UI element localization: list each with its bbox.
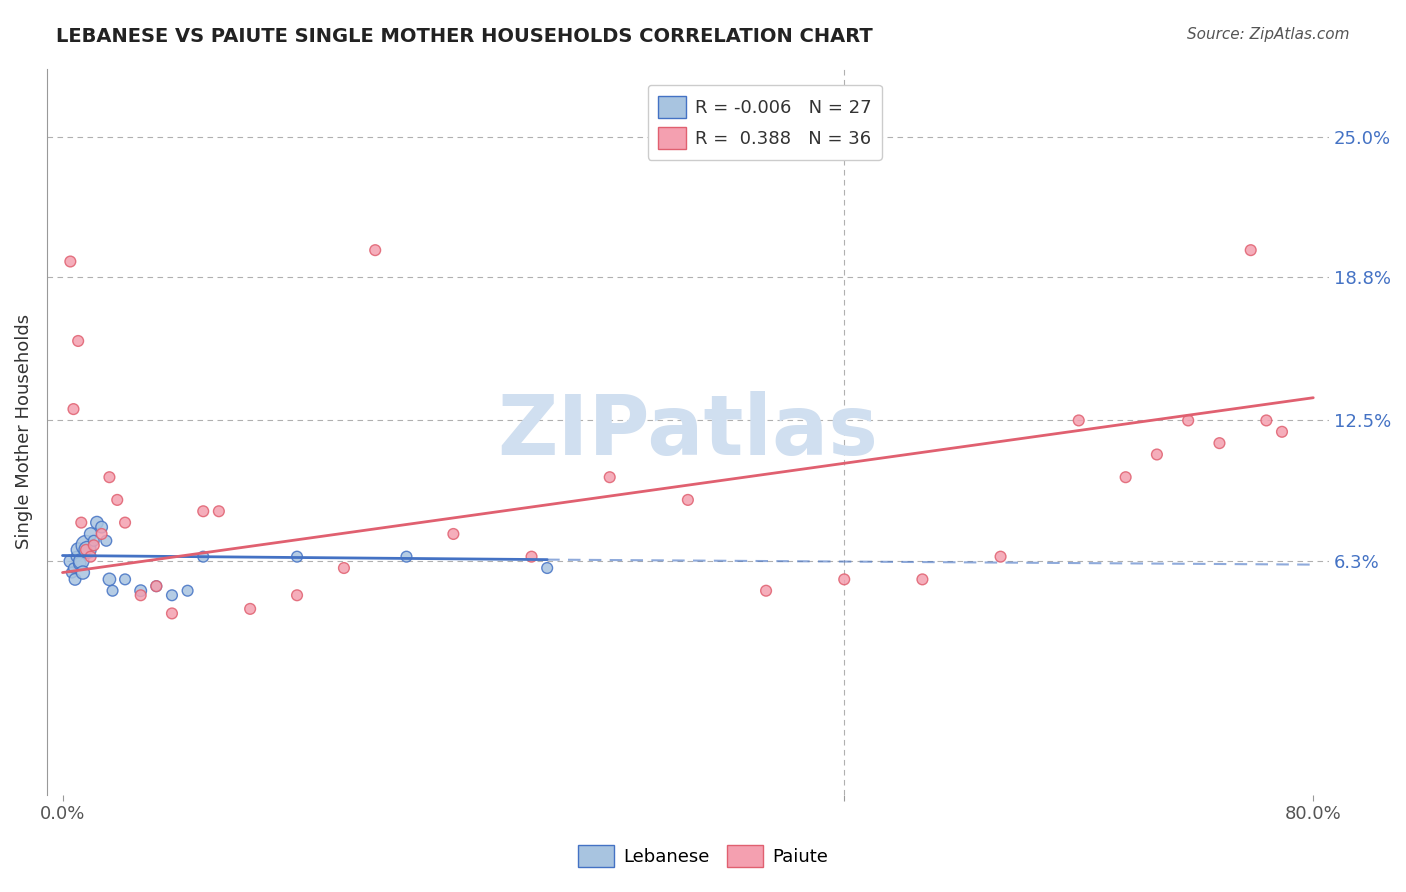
Point <box>832 573 855 587</box>
Point <box>1115 470 1137 484</box>
Y-axis label: Single Mother Households: Single Mother Households <box>15 314 32 549</box>
Point <box>75 538 97 552</box>
Point <box>208 504 231 518</box>
Point <box>63 573 86 587</box>
Point <box>676 492 699 507</box>
Point <box>98 470 121 484</box>
Point <box>333 561 356 575</box>
Point <box>83 533 105 548</box>
Point <box>114 573 136 587</box>
Point <box>129 583 152 598</box>
Point <box>193 504 215 518</box>
Point <box>536 561 558 575</box>
Point <box>285 549 308 564</box>
Point <box>364 243 387 257</box>
Point <box>520 549 543 564</box>
Point <box>1146 448 1168 462</box>
Text: LEBANESE VS PAIUTE SINGLE MOTHER HOUSEHOLDS CORRELATION CHART: LEBANESE VS PAIUTE SINGLE MOTHER HOUSEHO… <box>56 27 873 45</box>
Point <box>69 557 91 571</box>
Point <box>990 549 1012 564</box>
Point <box>1271 425 1294 439</box>
Point <box>86 516 108 530</box>
Point <box>67 334 90 348</box>
Point <box>59 254 82 268</box>
Point <box>145 579 167 593</box>
Point <box>1240 243 1263 257</box>
Point <box>285 588 308 602</box>
Point <box>70 516 93 530</box>
Point <box>114 516 136 530</box>
Point <box>441 527 464 541</box>
Point <box>105 492 128 507</box>
Point <box>160 588 183 602</box>
Point <box>62 561 84 575</box>
Point <box>76 542 98 557</box>
Point <box>145 579 167 593</box>
Point <box>90 520 112 534</box>
Text: ZIPatlas: ZIPatlas <box>498 392 879 472</box>
Point <box>599 470 621 484</box>
Point <box>160 607 183 621</box>
Point <box>65 549 87 564</box>
Point <box>75 542 97 557</box>
Point <box>129 588 152 602</box>
Point <box>1256 413 1278 427</box>
Point <box>193 549 215 564</box>
Point <box>1177 413 1199 427</box>
Point <box>755 583 778 598</box>
Point <box>911 573 934 587</box>
Point <box>96 533 118 548</box>
Point <box>72 566 94 580</box>
Point <box>176 583 198 598</box>
Point <box>83 538 105 552</box>
Point <box>62 402 84 417</box>
Point <box>1067 413 1090 427</box>
Point <box>79 527 101 541</box>
Point <box>90 527 112 541</box>
Point <box>79 549 101 564</box>
Point <box>60 566 83 580</box>
Point <box>67 542 90 557</box>
Legend: R = -0.006   N = 27, R =  0.388   N = 36: R = -0.006 N = 27, R = 0.388 N = 36 <box>648 85 882 160</box>
Point <box>1208 436 1230 450</box>
Point <box>239 602 262 616</box>
Point <box>70 554 93 568</box>
Point <box>59 554 82 568</box>
Point <box>395 549 418 564</box>
Point <box>101 583 124 598</box>
Legend: Lebanese, Paiute: Lebanese, Paiute <box>571 838 835 874</box>
Point <box>98 573 121 587</box>
Text: Source: ZipAtlas.com: Source: ZipAtlas.com <box>1187 27 1350 42</box>
